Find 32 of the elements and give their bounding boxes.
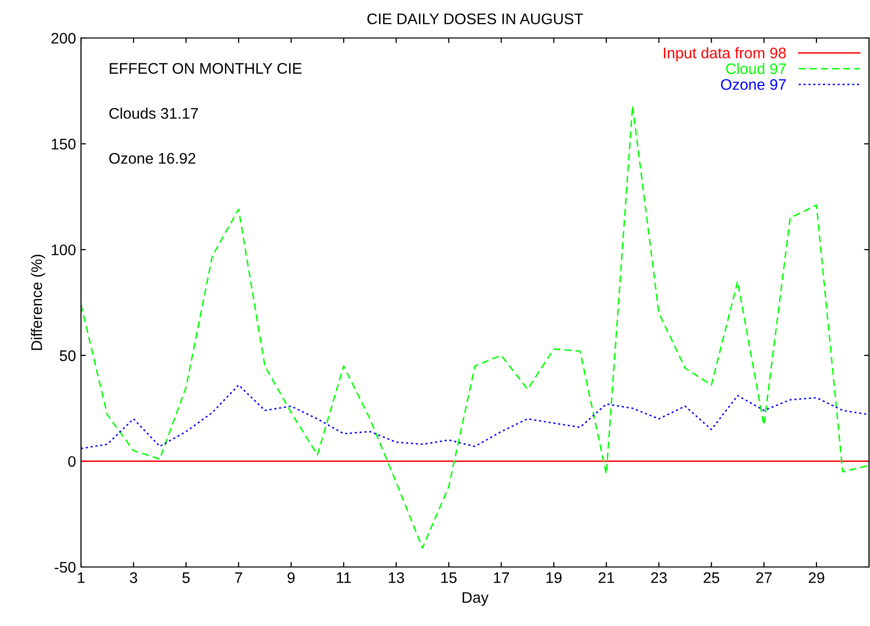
annotation: Clouds 31.17 (109, 108, 198, 119)
y-tick-label: 150 (52, 138, 76, 150)
chart-title: CIE DAILY DOSES IN AUGUST (367, 13, 584, 24)
x-tick-label: 7 (235, 572, 242, 583)
y-tick-label: 200 (51, 32, 76, 44)
x-tick-label: 15 (441, 572, 457, 584)
y-tick-label: 0 (68, 456, 76, 467)
x-tick-label: 13 (388, 572, 404, 584)
x-tick-label: 1 (78, 572, 85, 583)
legend-label: Ozone 97 (720, 79, 786, 90)
x-tick-label: 9 (288, 572, 295, 584)
legend-label: Input data from 98 (664, 47, 786, 62)
x-tick-label: 25 (704, 572, 720, 584)
x-tick-label: 5 (182, 572, 190, 584)
y-tick-label: 50 (60, 350, 76, 362)
x-tick-label: 29 (808, 572, 824, 584)
x-tick-label: 17 (494, 572, 509, 583)
annotation: Ozone 16.92 (109, 152, 196, 164)
y-tick-label: -50 (54, 562, 76, 573)
legend-label: Cloud 97 (726, 62, 786, 74)
y-tick-label: 100 (52, 244, 76, 256)
x-axis-title: Day (462, 592, 489, 606)
x-tick-label: 11 (336, 572, 351, 583)
x-tick-label: 19 (546, 572, 562, 584)
x-tick-label: 27 (756, 572, 772, 583)
x-tick-label: 3 (130, 572, 138, 584)
x-tick-label: 23 (651, 572, 667, 584)
line-series (81, 105, 869, 549)
line-series (81, 384, 869, 450)
x-tick-label: 21 (598, 572, 614, 583)
annotation: EFFECT ON MONTHLY CIE (110, 63, 302, 74)
y-axis-title: Difference (%) (30, 254, 46, 350)
